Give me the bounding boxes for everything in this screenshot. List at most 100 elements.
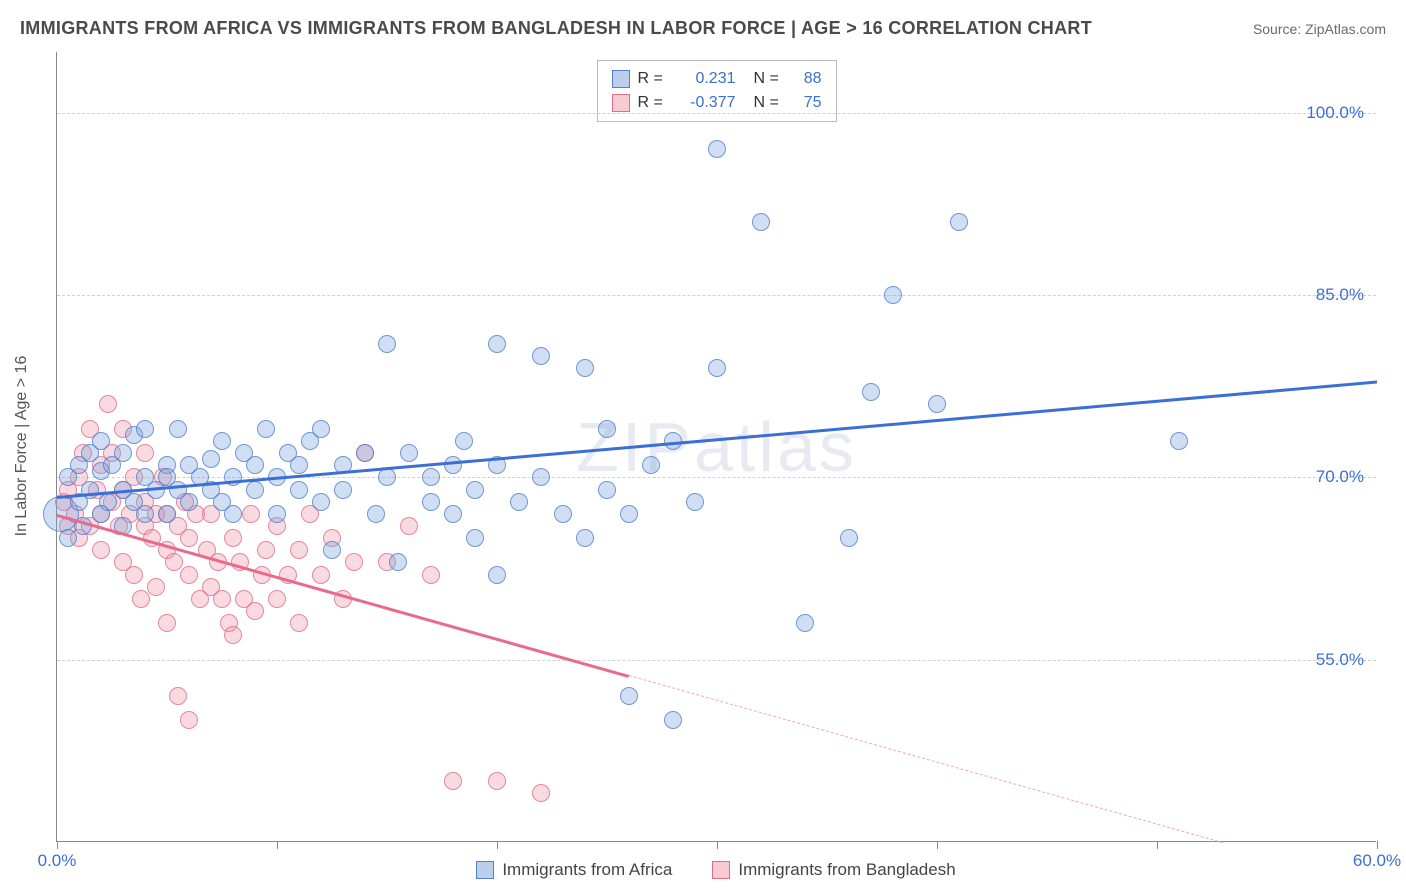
scatter-point: [862, 383, 880, 401]
scatter-point: [125, 566, 143, 584]
scatter-point: [132, 590, 150, 608]
scatter-point: [422, 566, 440, 584]
scatter-point: [180, 711, 198, 729]
x-tick: [717, 841, 718, 849]
scatter-point: [554, 505, 572, 523]
gridline: [57, 660, 1376, 661]
scatter-point: [180, 493, 198, 511]
scatter-point: [928, 395, 946, 413]
scatter-point: [598, 481, 616, 499]
scatter-point: [752, 213, 770, 231]
legend-n-value: 88: [792, 67, 822, 91]
scatter-point: [466, 481, 484, 499]
legend-swatch: [612, 94, 630, 112]
scatter-point: [444, 456, 462, 474]
scatter-point: [708, 359, 726, 377]
scatter-point: [686, 493, 704, 511]
scatter-point: [389, 553, 407, 571]
scatter-point: [290, 481, 308, 499]
scatter-point: [576, 529, 594, 547]
y-tick-label: 85.0%: [1316, 285, 1364, 305]
scatter-point: [136, 505, 154, 523]
scatter-point: [180, 566, 198, 584]
legend-series: Immigrants from Africa Immigrants from Ba…: [56, 860, 1376, 880]
legend-correlation-row: R = 0.231 N = 88: [612, 67, 822, 91]
trend-line: [629, 675, 1223, 843]
scatter-point: [840, 529, 858, 547]
scatter-point: [246, 481, 264, 499]
scatter-point: [400, 517, 418, 535]
scatter-point: [224, 626, 242, 644]
scatter-point: [323, 541, 341, 559]
y-tick-label: 70.0%: [1316, 467, 1364, 487]
chart-title: IMMIGRANTS FROM AFRICA VS IMMIGRANTS FRO…: [20, 18, 1092, 39]
scatter-point: [165, 553, 183, 571]
scatter-point: [334, 481, 352, 499]
scatter-point: [455, 432, 473, 450]
legend-r-label: R =: [638, 67, 668, 91]
legend-r-value: -0.377: [676, 91, 736, 115]
legend-n-label: N =: [754, 67, 784, 91]
scatter-point: [532, 784, 550, 802]
scatter-point: [444, 772, 462, 790]
scatter-point: [99, 493, 117, 511]
scatter-point: [422, 493, 440, 511]
legend-r-value: 0.231: [676, 67, 736, 91]
scatter-point: [796, 614, 814, 632]
scatter-point: [169, 687, 187, 705]
scatter-point: [312, 420, 330, 438]
scatter-point: [466, 529, 484, 547]
scatter-point: [92, 541, 110, 559]
scatter-point: [532, 468, 550, 486]
scatter-point: [257, 420, 275, 438]
legend-swatch: [612, 70, 630, 88]
gridline: [57, 113, 1376, 114]
scatter-point: [532, 347, 550, 365]
scatter-point: [356, 444, 374, 462]
scatter-point: [246, 456, 264, 474]
scatter-point: [268, 590, 286, 608]
legend-series-item: Immigrants from Bangladesh: [712, 860, 955, 880]
x-tick: [1377, 841, 1378, 849]
scatter-point: [180, 529, 198, 547]
scatter-point: [147, 578, 165, 596]
scatter-point: [642, 456, 660, 474]
scatter-point: [708, 140, 726, 158]
x-tick: [57, 841, 58, 849]
legend-n-value: 75: [792, 91, 822, 115]
scatter-point: [884, 286, 902, 304]
scatter-point: [1170, 432, 1188, 450]
scatter-point: [598, 420, 616, 438]
scatter-point: [345, 553, 363, 571]
scatter-point: [488, 335, 506, 353]
scatter-point: [488, 566, 506, 584]
scatter-point: [59, 529, 77, 547]
scatter-point: [378, 468, 396, 486]
scatter-point: [268, 505, 286, 523]
scatter-point: [510, 493, 528, 511]
legend-series-item: Immigrants from Africa: [476, 860, 672, 880]
scatter-point: [257, 541, 275, 559]
scatter-point: [213, 590, 231, 608]
scatter-point: [576, 359, 594, 377]
scatter-point: [114, 444, 132, 462]
scatter-point: [213, 432, 231, 450]
scatter-point: [290, 614, 308, 632]
scatter-point: [488, 772, 506, 790]
legend-n-label: N =: [754, 91, 784, 115]
scatter-point: [136, 444, 154, 462]
scatter-point: [422, 468, 440, 486]
legend-swatch: [712, 861, 730, 879]
y-tick-label: 100.0%: [1306, 103, 1364, 123]
scatter-point: [664, 711, 682, 729]
scatter-point: [158, 614, 176, 632]
y-tick-label: 55.0%: [1316, 650, 1364, 670]
scatter-point: [290, 456, 308, 474]
legend-swatch: [476, 861, 494, 879]
scatter-point: [224, 468, 242, 486]
legend-series-label: Immigrants from Bangladesh: [738, 860, 955, 880]
scatter-point: [367, 505, 385, 523]
legend-r-label: R =: [638, 91, 668, 115]
scatter-point: [444, 505, 462, 523]
legend-series-label: Immigrants from Africa: [502, 860, 672, 880]
